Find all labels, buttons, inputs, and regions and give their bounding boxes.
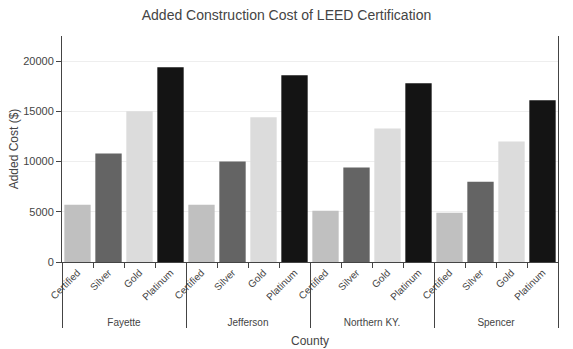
svg-text:Spencer: Spencer (477, 317, 515, 328)
svg-text:Certified: Certified (48, 267, 82, 301)
svg-text:Gold: Gold (494, 267, 517, 290)
svg-text:Platinum: Platinum (388, 267, 423, 302)
svg-text:Gold: Gold (122, 267, 145, 290)
svg-text:Gold: Gold (370, 267, 393, 290)
svg-text:Silver: Silver (88, 267, 114, 293)
svg-text:10000: 10000 (23, 155, 54, 167)
svg-text:5000: 5000 (29, 206, 53, 218)
svg-text:15000: 15000 (23, 105, 54, 117)
svg-text:Northern KY.: Northern KY. (344, 317, 401, 328)
svg-text:Gold: Gold (246, 267, 269, 290)
svg-text:Silver: Silver (460, 267, 486, 293)
svg-text:Added Cost ($): Added Cost ($) (7, 109, 21, 190)
svg-text:20000: 20000 (23, 55, 54, 67)
svg-text:Silver: Silver (336, 267, 362, 293)
svg-text:County: County (291, 334, 329, 348)
svg-text:Added Construction Cost of LEE: Added Construction Cost of LEED Certific… (142, 7, 431, 23)
svg-text:Fayette: Fayette (107, 317, 141, 328)
svg-text:Certified: Certified (172, 267, 206, 301)
svg-text:Platinum: Platinum (512, 267, 547, 302)
svg-text:Certified: Certified (420, 267, 454, 301)
svg-text:Platinum: Platinum (264, 267, 299, 302)
svg-text:Silver: Silver (212, 267, 238, 293)
svg-text:Certified: Certified (296, 267, 330, 301)
svg-text:0: 0 (48, 256, 54, 268)
svg-text:Platinum: Platinum (140, 267, 175, 302)
svg-text:Jefferson: Jefferson (228, 317, 269, 328)
